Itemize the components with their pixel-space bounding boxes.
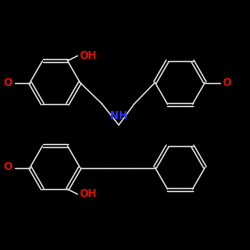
Text: O: O — [4, 78, 12, 88]
Text: O: O — [222, 78, 231, 88]
Text: OH: OH — [80, 189, 98, 199]
Text: NH: NH — [110, 111, 128, 121]
Text: O: O — [4, 162, 12, 172]
Text: OH: OH — [80, 51, 98, 61]
